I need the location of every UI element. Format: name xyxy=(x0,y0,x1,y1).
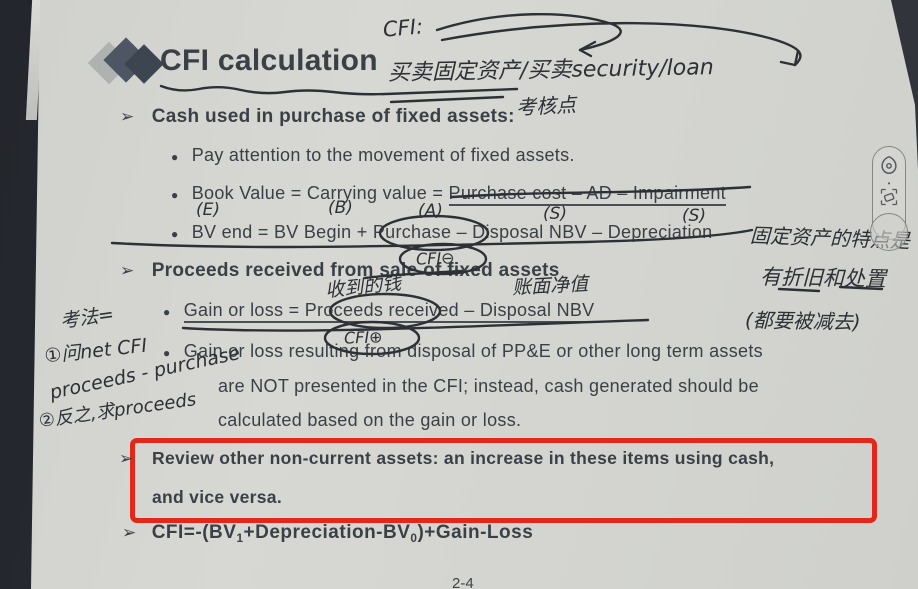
subscript-0: 0 xyxy=(410,532,418,545)
hw-exam-point: 考核点 xyxy=(515,92,577,120)
hw-cfi-plus: CFI⊕ xyxy=(343,327,383,348)
top-arrow-inner-ink xyxy=(435,12,622,52)
gain-loss-formula: Gain or loss = Proceeds received – Dispo… xyxy=(183,300,595,323)
arrow-bullet: ➢ xyxy=(120,261,135,280)
hw-letter-s1: (S) xyxy=(543,204,568,224)
gain-note-line1: Gain or loss resulting from disposal of … xyxy=(183,341,763,361)
dot-bullet: ● xyxy=(163,346,171,360)
bv-end-line: BV end = BV Begin + Purchase – Disposal … xyxy=(191,222,713,242)
arrow-bullet: ➢ xyxy=(120,107,135,126)
separator-dot: • xyxy=(887,179,891,188)
top-arrow-outer-head-ink xyxy=(779,49,800,67)
dot-bullet: ● xyxy=(171,188,179,202)
review-line1: Review other non-current assets: an incr… xyxy=(152,448,775,468)
pay-attention-line: Pay attention to the movement of fixed a… xyxy=(191,145,575,165)
double-underline-ink xyxy=(384,87,519,104)
hw-cfi-label: CFI: xyxy=(382,14,424,42)
hw-top-note: 买卖固定资产/买卖security/loan xyxy=(387,55,714,86)
section1-heading: Cash used in purchase of fixed assets: xyxy=(151,106,515,127)
arrow-bullet: ➢ xyxy=(119,449,134,468)
highlight-box xyxy=(130,438,877,523)
hw-letter-s2: (S) xyxy=(682,206,707,226)
hw-cfi-minus: CFI⊖ xyxy=(415,248,455,269)
page-number: 2-4 xyxy=(452,575,474,589)
dot-bullet: ● xyxy=(171,227,179,241)
title-squiggle-ink xyxy=(159,84,387,96)
hw-above-nbv: 账面净值 xyxy=(511,273,589,299)
book-value-line: Book Value = Carrying value = xyxy=(191,183,449,203)
dot-bullet: ● xyxy=(163,305,171,319)
gain-note-line3: calculated based on the gain or loss. xyxy=(218,410,522,430)
gain-note-line2: are NOT presented in the CFI; instead, c… xyxy=(218,376,759,396)
page-title: CFI calculation xyxy=(160,44,378,77)
hw-right-2: 有折旧和处置 xyxy=(759,264,887,292)
dot-bullet: ● xyxy=(171,150,179,164)
pen-icon[interactable] xyxy=(873,153,905,182)
hw-letter-b: (B) xyxy=(328,198,353,218)
cfi-formula: CFI=-(BV1+Depreciation-BV0)+Gain-Loss xyxy=(151,522,534,545)
arrow-bullet: ➢ xyxy=(122,523,137,542)
hw-left-title: 考法= xyxy=(58,303,116,333)
eraser-icon[interactable] xyxy=(873,187,905,212)
book-value-underlined: Purchase cost – AD – Impairment xyxy=(448,183,726,206)
review-line2: and vice versa. xyxy=(152,487,282,507)
floating-toolbar: • xyxy=(870,146,908,251)
hw-left-1: ①问net CFI xyxy=(43,334,149,368)
hw-letter-a: (A) xyxy=(418,201,443,221)
hw-right-3: (都要被减去) xyxy=(744,307,861,335)
subscript-1: 1 xyxy=(236,532,244,545)
hw-letter-e: (E) xyxy=(196,200,221,220)
toolbar-handle-circle[interactable] xyxy=(870,213,908,251)
